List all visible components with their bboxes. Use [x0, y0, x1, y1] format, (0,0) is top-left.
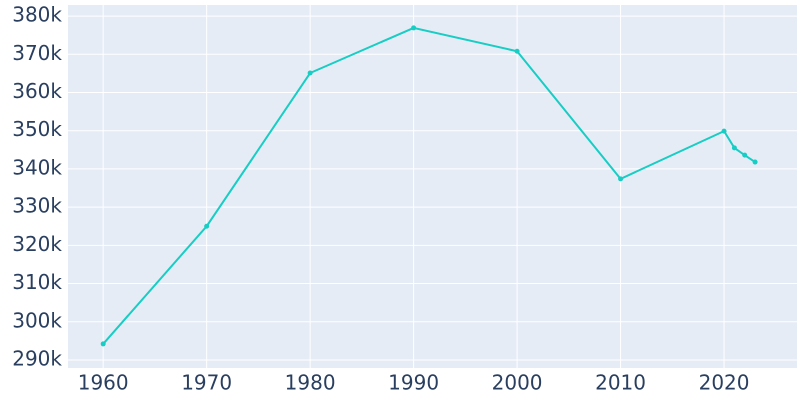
- point: [514, 48, 520, 54]
- point: [731, 145, 737, 151]
- x-tick-label: 1980: [285, 371, 336, 395]
- y-tick-label: 320k: [12, 232, 62, 256]
- line: [102, 26, 756, 345]
- x-tick-label: 1960: [78, 371, 129, 395]
- x-tick-label: 2020: [699, 371, 750, 395]
- point: [618, 176, 624, 182]
- y-tick-label: 300k: [12, 308, 62, 332]
- x-tick-label: 1990: [388, 371, 439, 395]
- point: [752, 159, 758, 165]
- x-tick-label: 2010: [595, 371, 646, 395]
- x-tick-label: 1970: [181, 371, 232, 395]
- plot-area: [68, 5, 797, 368]
- point: [100, 341, 106, 347]
- y-tick-label: 290k: [12, 346, 62, 370]
- y-tick-label: 330k: [12, 194, 62, 218]
- point: [307, 70, 313, 76]
- point: [411, 25, 417, 31]
- y-tick-label: 340k: [12, 155, 62, 179]
- y-tick-label: 360k: [12, 79, 62, 103]
- y-tick-label: 380k: [12, 3, 62, 27]
- point: [204, 223, 210, 229]
- y-tick-label: 350k: [12, 117, 62, 141]
- y-tick-label: 310k: [12, 270, 62, 294]
- point: [742, 152, 748, 158]
- y-tick-label: 370k: [12, 41, 62, 65]
- x-tick-label: 2000: [492, 371, 543, 395]
- point: [721, 128, 727, 134]
